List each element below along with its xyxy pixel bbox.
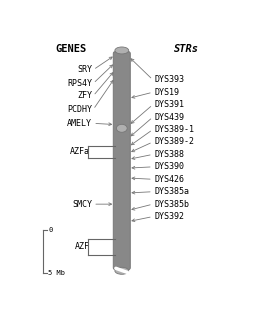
Text: DYS385a: DYS385a bbox=[154, 187, 189, 196]
Text: AZF: AZF bbox=[75, 242, 90, 251]
Ellipse shape bbox=[114, 47, 128, 54]
Text: DYS385b: DYS385b bbox=[154, 200, 189, 209]
Text: DYS392: DYS392 bbox=[154, 212, 184, 221]
Text: GENES: GENES bbox=[56, 44, 87, 54]
Text: 5 Mb: 5 Mb bbox=[48, 270, 65, 276]
Text: AMELY: AMELY bbox=[67, 119, 92, 128]
Text: AZFa: AZFa bbox=[70, 147, 90, 156]
Text: DYS426: DYS426 bbox=[154, 175, 184, 184]
Text: DYS390: DYS390 bbox=[154, 162, 184, 171]
FancyBboxPatch shape bbox=[113, 52, 130, 270]
Text: DYS393: DYS393 bbox=[154, 75, 184, 84]
Text: PCDHY: PCDHY bbox=[67, 105, 92, 114]
Text: DYS389-2: DYS389-2 bbox=[154, 138, 194, 146]
Text: SMCY: SMCY bbox=[72, 200, 92, 209]
Text: DYS19: DYS19 bbox=[154, 88, 179, 97]
Text: RPS4Y: RPS4Y bbox=[67, 79, 92, 88]
Text: 0: 0 bbox=[48, 227, 52, 233]
Text: STRs: STRs bbox=[173, 44, 198, 54]
Text: DYS388: DYS388 bbox=[154, 150, 184, 159]
Ellipse shape bbox=[114, 267, 128, 274]
Text: SRY: SRY bbox=[77, 65, 92, 74]
Text: DYS439: DYS439 bbox=[154, 113, 184, 121]
Text: DYS391: DYS391 bbox=[154, 100, 184, 109]
Text: ZFY: ZFY bbox=[77, 91, 92, 100]
Ellipse shape bbox=[116, 124, 127, 132]
Text: DYS389-1: DYS389-1 bbox=[154, 125, 194, 134]
